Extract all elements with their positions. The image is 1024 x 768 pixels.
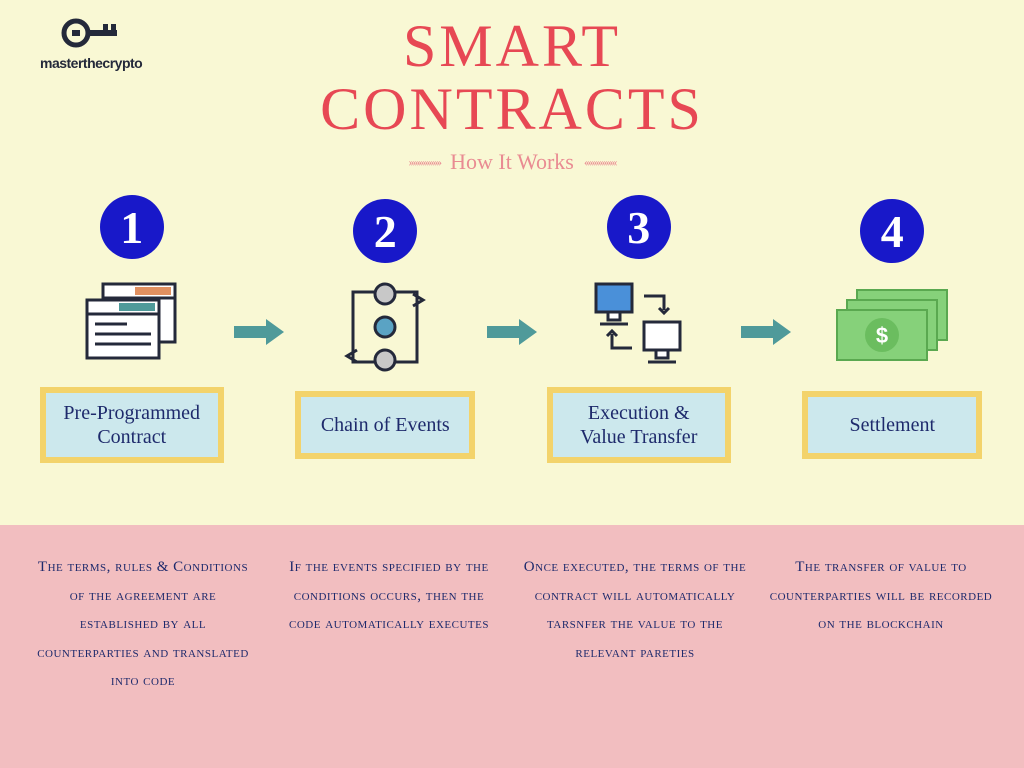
key-icon <box>61 15 121 51</box>
logo-text: masterthecrypto <box>40 55 142 71</box>
step-4: 4 $ Settlement <box>801 199 985 459</box>
chain-icon <box>335 277 435 377</box>
subtitle: ›››››››››››››››› How It Works ‹‹‹‹‹‹‹‹‹‹… <box>0 149 1024 175</box>
subtitle-text: How It Works <box>450 149 574 175</box>
logo: masterthecrypto <box>40 15 142 71</box>
bottom-section: The terms, rules & Conditions of the agr… <box>0 525 1024 768</box>
step-3: 3 Execution & Value Tr <box>547 195 731 463</box>
contract-icon <box>77 273 187 373</box>
arrow-3 <box>739 307 793 352</box>
desc-3: Once executed, the terms of the contract… <box>522 553 748 740</box>
desc-1: The terms, rules & Conditions of the agr… <box>30 553 256 740</box>
transfer-icon <box>584 273 694 373</box>
step-1: 1 Pre-Programmed Contract <box>40 195 224 463</box>
money-icon: $ <box>827 277 957 377</box>
svg-text:$: $ <box>876 323 888 348</box>
desc-4: The transfer of value to counterparties … <box>768 553 994 740</box>
chevron-right: ‹‹‹‹‹‹‹‹‹‹‹‹‹‹‹‹ <box>584 155 616 170</box>
step-label-3: Execution & Value Transfer <box>547 387 731 463</box>
arrow-2 <box>485 307 539 352</box>
title-line-2: CONTRACTS <box>320 76 704 142</box>
step-2: 2 Chain of Events <box>294 199 478 459</box>
arrow-1 <box>232 307 286 352</box>
top-section: masterthecrypto SMART CONTRACTS ››››››››… <box>0 0 1024 525</box>
title-line-1: SMART <box>403 13 621 79</box>
step-number-3: 3 <box>607 195 671 259</box>
desc-2: If the events specified by the condition… <box>276 553 502 740</box>
step-label-1: Pre-Programmed Contract <box>40 387 224 463</box>
infographic: masterthecrypto SMART CONTRACTS ››››››››… <box>0 0 1024 768</box>
chevron-left: ›››››››››››››››› <box>408 155 440 170</box>
step-number-4: 4 <box>860 199 924 263</box>
step-label-2: Chain of Events <box>295 391 475 459</box>
steps-row: 1 Pre-Programmed Contract <box>0 175 1024 463</box>
step-number-1: 1 <box>100 195 164 259</box>
step-number-2: 2 <box>353 199 417 263</box>
step-label-4: Settlement <box>802 391 982 459</box>
page-title: SMART CONTRACTS <box>0 15 1024 141</box>
